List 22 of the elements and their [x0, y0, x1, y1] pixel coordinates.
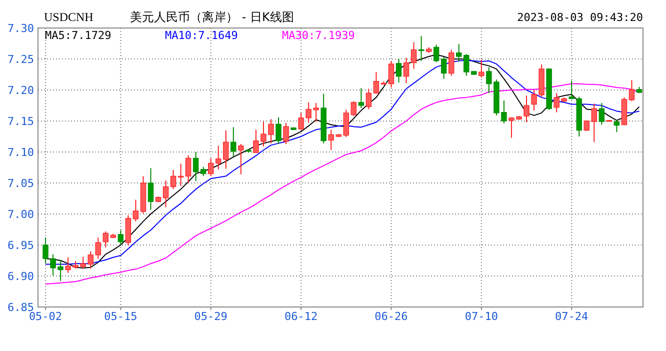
x-tick-label: 06-12	[284, 310, 318, 323]
chart-subtitle: 2023-08-03 09:43:20	[517, 11, 643, 24]
y-tick-label: 7.20	[8, 84, 34, 97]
text: MA5:7.1729	[45, 29, 112, 42]
chart-title: 美元人民币（离岸） - 日K线图	[130, 10, 294, 24]
x-tick-label: 05-02	[28, 310, 62, 323]
x-tick-label: 07-10	[464, 310, 498, 323]
y-tick-label: 7.30	[8, 22, 34, 35]
y-tick-label: 7.05	[8, 177, 34, 190]
y-tick-label: 6.90	[8, 270, 34, 283]
text: MA10:7.1649	[165, 29, 238, 42]
text: MA30:7.1939	[282, 29, 355, 42]
text: USDCNH	[44, 10, 94, 24]
y-tick-label: 7.15	[8, 115, 34, 128]
x-tick-label: 07-24	[555, 310, 589, 323]
x-tick-label: 05-29	[194, 310, 228, 323]
y-tick-label: 6.95	[8, 239, 34, 252]
y-tick-label: 7.00	[8, 208, 34, 221]
y-tick-label: 7.25	[8, 53, 34, 66]
x-tick-label: 05-15	[104, 310, 138, 323]
y-tick-label: 7.10	[8, 146, 34, 159]
x-tick-label: 06-26	[374, 310, 408, 323]
